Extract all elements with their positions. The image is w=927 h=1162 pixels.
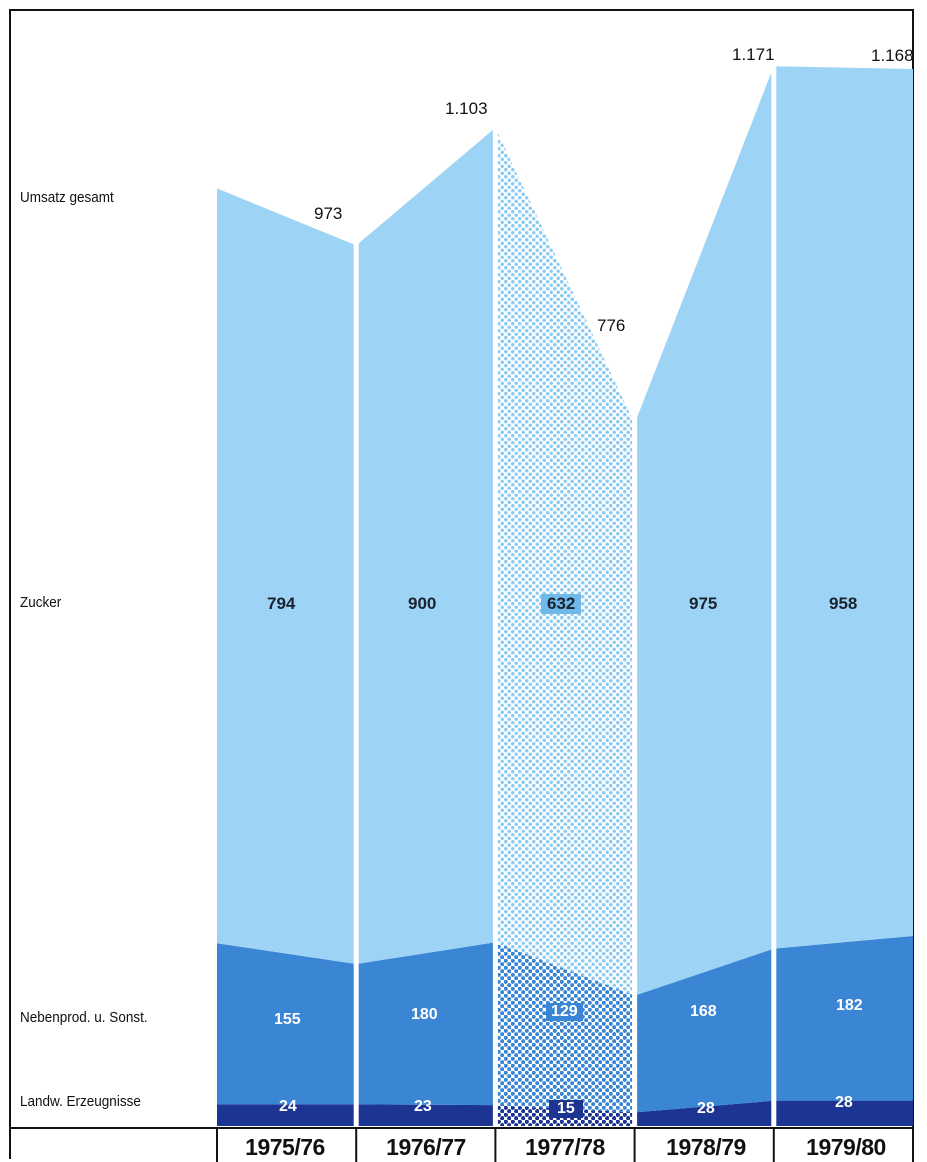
area-segment-neben [356,942,496,1106]
area-segment-neben [634,948,774,1113]
total-label: 973 [314,204,343,223]
area-segment-zucker [217,188,357,965]
segment-divider [771,20,777,1126]
zucker-value-label: 632 [541,594,582,614]
area-segment-zucker [356,127,496,965]
neben-value-label: 168 [690,1003,717,1020]
row-label-landw: Landw. Erzeugnisse [20,1093,141,1110]
total-label: 1.103 [445,99,488,118]
zucker-value-label: 900 [408,594,437,613]
landw-value-label: 23 [414,1098,432,1115]
row-label-zucker: Zucker [20,594,62,611]
neben-value-label: 180 [411,1006,438,1023]
row-label-neben: Nebenprod. u. Sonst. [20,1009,148,1026]
area-segment-zucker [495,127,635,996]
area-segment-neben [773,935,913,1101]
area-segment-landw [217,1104,357,1126]
area-segment-landw [634,1100,774,1126]
neben-value-label: 182 [836,997,863,1014]
area-segment-neben [495,942,635,1113]
x-tick-label: 1978/79 [666,1134,746,1160]
area-segment-neben [217,943,357,1105]
segment-divider [353,20,359,1126]
landw-value-label: 28 [835,1094,853,1111]
row-label-total: Umsatz gesamt [20,189,114,206]
zucker-value-label: 975 [689,594,718,613]
neben-value-label: 129 [546,1003,583,1021]
area-segment-zucker [773,66,913,949]
landw-value-label: 28 [697,1100,715,1117]
zucker-value-label: 794 [267,594,296,613]
area-segment-landw [773,1100,913,1126]
x-tick-label: 1975/76 [245,1134,325,1160]
x-tick-label: 1977/78 [525,1134,605,1160]
total-label: 776 [597,316,626,335]
segment-divider [492,20,498,1126]
total-label: 1.168 [871,46,914,65]
landw-value-label: 15 [549,1100,583,1118]
zucker-value-label: 958 [829,594,858,613]
total-label: 1.171 [732,45,775,64]
area-segment-landw [356,1104,496,1126]
x-tick-label: 1976/77 [386,1134,466,1160]
area-segment-zucker [634,66,774,996]
x-tick-label: 1979/80 [806,1134,886,1160]
segment-divider [632,20,638,1126]
landw-value-label: 24 [279,1098,297,1115]
neben-value-label: 155 [274,1011,301,1028]
